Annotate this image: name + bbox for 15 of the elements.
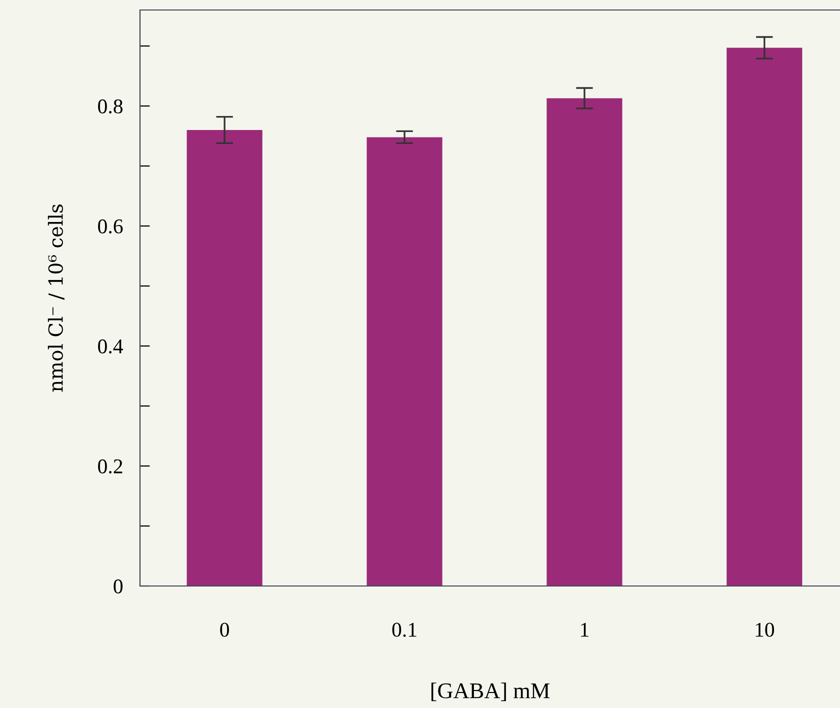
x-tick-label: 1 (581, 622, 588, 637)
y-tick-label: 0.8 (98, 99, 123, 114)
y-tick-label: 0.2 (98, 459, 122, 474)
bar (726, 48, 802, 586)
x-tick-label: 0.1 (392, 622, 416, 637)
x-axis-title: [GABA] mM (431, 682, 550, 702)
y-tick-label: 0.4 (98, 339, 124, 354)
bar (186, 130, 262, 586)
bar (366, 137, 442, 586)
x-tick-label: 10 (756, 622, 774, 637)
y-tick-label: 0.6 (98, 219, 123, 234)
x-tick-label: 0 (220, 622, 229, 637)
bar (546, 98, 622, 586)
y-axis-title: nmol Cl⁻ / 10⁶ cells (48, 204, 64, 392)
y-tick-label: 0 (114, 579, 123, 594)
